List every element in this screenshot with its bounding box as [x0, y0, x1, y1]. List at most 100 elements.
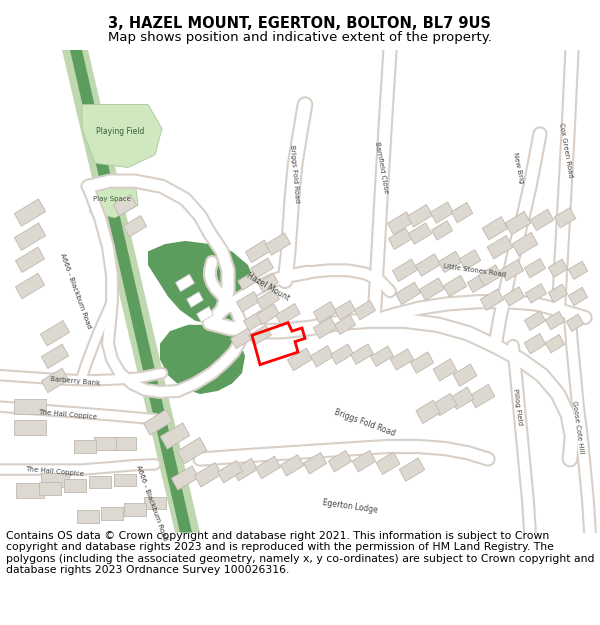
- Polygon shape: [160, 325, 245, 394]
- Polygon shape: [566, 314, 584, 331]
- Polygon shape: [478, 265, 502, 286]
- Polygon shape: [14, 399, 46, 414]
- Polygon shape: [410, 352, 434, 373]
- Polygon shape: [124, 216, 146, 237]
- Polygon shape: [512, 232, 538, 256]
- Polygon shape: [287, 348, 313, 371]
- Polygon shape: [258, 274, 278, 292]
- Polygon shape: [230, 328, 253, 349]
- Polygon shape: [399, 458, 425, 481]
- Polygon shape: [453, 364, 477, 386]
- Polygon shape: [16, 483, 44, 498]
- Polygon shape: [14, 199, 46, 226]
- Polygon shape: [355, 301, 376, 320]
- Polygon shape: [280, 454, 304, 476]
- Polygon shape: [530, 209, 554, 231]
- Polygon shape: [304, 452, 326, 474]
- Polygon shape: [40, 321, 70, 346]
- Polygon shape: [524, 334, 546, 354]
- Polygon shape: [124, 503, 146, 516]
- Polygon shape: [392, 259, 418, 281]
- Text: Hazel Mount: Hazel Mount: [245, 271, 291, 303]
- Polygon shape: [276, 304, 300, 325]
- Polygon shape: [524, 259, 545, 278]
- Polygon shape: [101, 508, 123, 520]
- Polygon shape: [352, 451, 376, 472]
- Text: A666 - Blackburn Road: A666 - Blackburn Road: [136, 464, 169, 542]
- Polygon shape: [16, 273, 44, 299]
- Polygon shape: [14, 420, 46, 435]
- Polygon shape: [41, 368, 68, 392]
- Polygon shape: [524, 311, 545, 331]
- Text: Play Space: Play Space: [93, 196, 131, 202]
- Polygon shape: [500, 259, 524, 281]
- Text: Pilloɡ Field: Pilloɡ Field: [512, 388, 524, 426]
- Polygon shape: [77, 511, 99, 523]
- Polygon shape: [545, 311, 565, 330]
- Polygon shape: [39, 482, 61, 495]
- Polygon shape: [376, 452, 400, 474]
- Text: A666 - Blackburn Road: A666 - Blackburn Road: [59, 253, 92, 330]
- Polygon shape: [70, 50, 192, 532]
- Polygon shape: [310, 346, 334, 367]
- Polygon shape: [415, 254, 440, 276]
- Polygon shape: [451, 202, 473, 222]
- Polygon shape: [568, 261, 587, 279]
- Polygon shape: [409, 223, 431, 244]
- Polygon shape: [328, 451, 352, 472]
- Polygon shape: [487, 236, 513, 259]
- Text: Briggs Fold Road: Briggs Fold Road: [333, 407, 397, 437]
- Polygon shape: [16, 247, 44, 272]
- Polygon shape: [41, 472, 69, 488]
- Polygon shape: [350, 344, 373, 364]
- Polygon shape: [388, 212, 413, 234]
- Text: Goose Cote Hill: Goose Cote Hill: [571, 401, 584, 454]
- Polygon shape: [545, 334, 565, 353]
- Polygon shape: [265, 233, 290, 255]
- Polygon shape: [248, 325, 271, 346]
- Polygon shape: [439, 251, 461, 272]
- Text: The Hall Coppice: The Hall Coppice: [38, 409, 98, 421]
- Polygon shape: [257, 304, 280, 324]
- Polygon shape: [64, 479, 86, 492]
- Text: Briggs Fold Road: Briggs Fold Road: [289, 144, 301, 203]
- Polygon shape: [505, 211, 531, 235]
- Text: Contains OS data © Crown copyright and database right 2021. This information is : Contains OS data © Crown copyright and d…: [6, 531, 595, 576]
- Polygon shape: [257, 289, 280, 310]
- Polygon shape: [176, 274, 194, 292]
- Polygon shape: [88, 178, 138, 218]
- Polygon shape: [469, 384, 495, 408]
- Polygon shape: [334, 301, 356, 320]
- Polygon shape: [459, 249, 481, 270]
- Polygon shape: [82, 104, 162, 168]
- Polygon shape: [41, 344, 68, 369]
- Polygon shape: [160, 423, 190, 449]
- Text: Map shows position and indicative extent of the property.: Map shows position and indicative extent…: [108, 31, 492, 44]
- Polygon shape: [313, 301, 337, 323]
- Polygon shape: [467, 273, 488, 292]
- Text: Barnfield Close: Barnfield Close: [374, 141, 389, 194]
- Polygon shape: [526, 284, 547, 303]
- Polygon shape: [114, 437, 136, 449]
- Polygon shape: [194, 462, 221, 487]
- Polygon shape: [197, 307, 214, 322]
- Polygon shape: [172, 466, 199, 490]
- Polygon shape: [482, 217, 508, 240]
- Polygon shape: [236, 291, 259, 312]
- Polygon shape: [144, 497, 166, 509]
- Polygon shape: [331, 344, 353, 364]
- Text: Barberry Bank: Barberry Bank: [50, 376, 100, 387]
- Polygon shape: [89, 476, 111, 489]
- Polygon shape: [431, 221, 452, 240]
- Polygon shape: [568, 288, 587, 306]
- Polygon shape: [334, 315, 356, 334]
- Polygon shape: [554, 208, 576, 228]
- Polygon shape: [256, 456, 281, 479]
- Polygon shape: [548, 284, 568, 302]
- Polygon shape: [416, 400, 440, 424]
- Text: Egerton Lodge: Egerton Lodge: [322, 498, 378, 514]
- Polygon shape: [313, 318, 337, 339]
- Polygon shape: [113, 194, 137, 216]
- Polygon shape: [74, 440, 96, 452]
- Polygon shape: [407, 204, 433, 227]
